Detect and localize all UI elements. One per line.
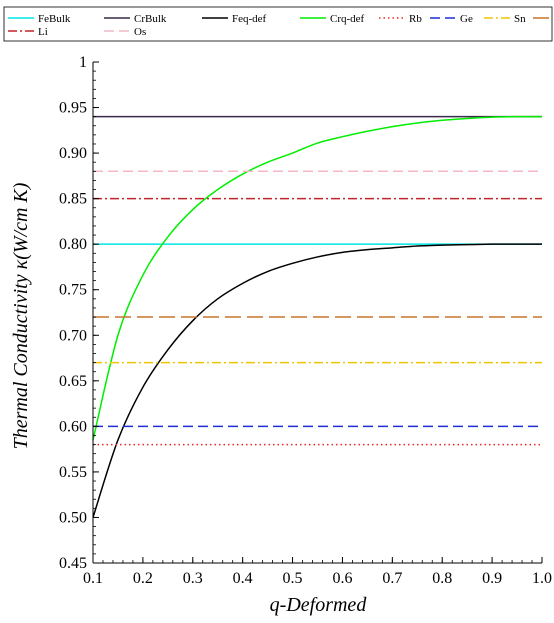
series-line-crq-def [92, 115, 543, 441]
x-tick-label: 0.1 [83, 570, 103, 587]
x-tick-label: 0.5 [283, 570, 303, 587]
x-axis-title: q-Deformed [270, 594, 368, 616]
series-line-feq-def [92, 243, 542, 518]
y-tick-label: 0.80 [59, 236, 87, 253]
legend-label: Sn [514, 13, 526, 25]
y-tick-label: 0.95 [59, 100, 87, 117]
y-tick-label: 0.85 [59, 191, 87, 208]
legend-label: Os [134, 26, 146, 38]
axes: 0.1 0.2 0.3 0.4 0.5 0.6 0.7 0.8 0.9 1.0 0.45 0.50 0.… [59, 54, 552, 587]
legend-label: Crq-def [330, 13, 365, 25]
legend-label: Rb [409, 13, 422, 25]
x-tick-label: 0.8 [432, 570, 452, 587]
legend-box [3, 6, 553, 42]
x-tick-label: 0.3 [183, 570, 203, 587]
x-tick-label: 0.4 [233, 570, 253, 587]
y-tick-label: 0.65 [59, 373, 87, 390]
y-tick-label: 0.60 [59, 418, 87, 435]
y-tick-label: 0.45 [59, 555, 87, 572]
series-layer [92, 115, 543, 518]
y-tick-label: 0.55 [59, 464, 87, 481]
y-tick-label: 1 [79, 54, 87, 71]
legend-label: Ge [460, 13, 473, 25]
x-tick-label: 0.2 [133, 570, 153, 587]
y-tick-label: 0.90 [59, 145, 87, 162]
y-tick-label: 0.50 [59, 509, 87, 526]
y-tick-label: 0.75 [59, 282, 87, 299]
y-tick-label: 0.70 [59, 327, 87, 344]
x-tick-label: 0.9 [482, 570, 502, 587]
legend-label: Li [38, 26, 48, 38]
y-axis-title: Thermal Conductivity κ(W/cm K) [10, 182, 32, 449]
legend-label: CrBulk [134, 13, 167, 25]
x-tick-label: 0.6 [332, 570, 352, 587]
x-tick-label: 1.0 [532, 570, 552, 587]
legend-label: Feq-def [232, 13, 267, 25]
x-tick-label: 0.7 [382, 570, 402, 587]
legend-label: FeBulk [38, 13, 71, 25]
